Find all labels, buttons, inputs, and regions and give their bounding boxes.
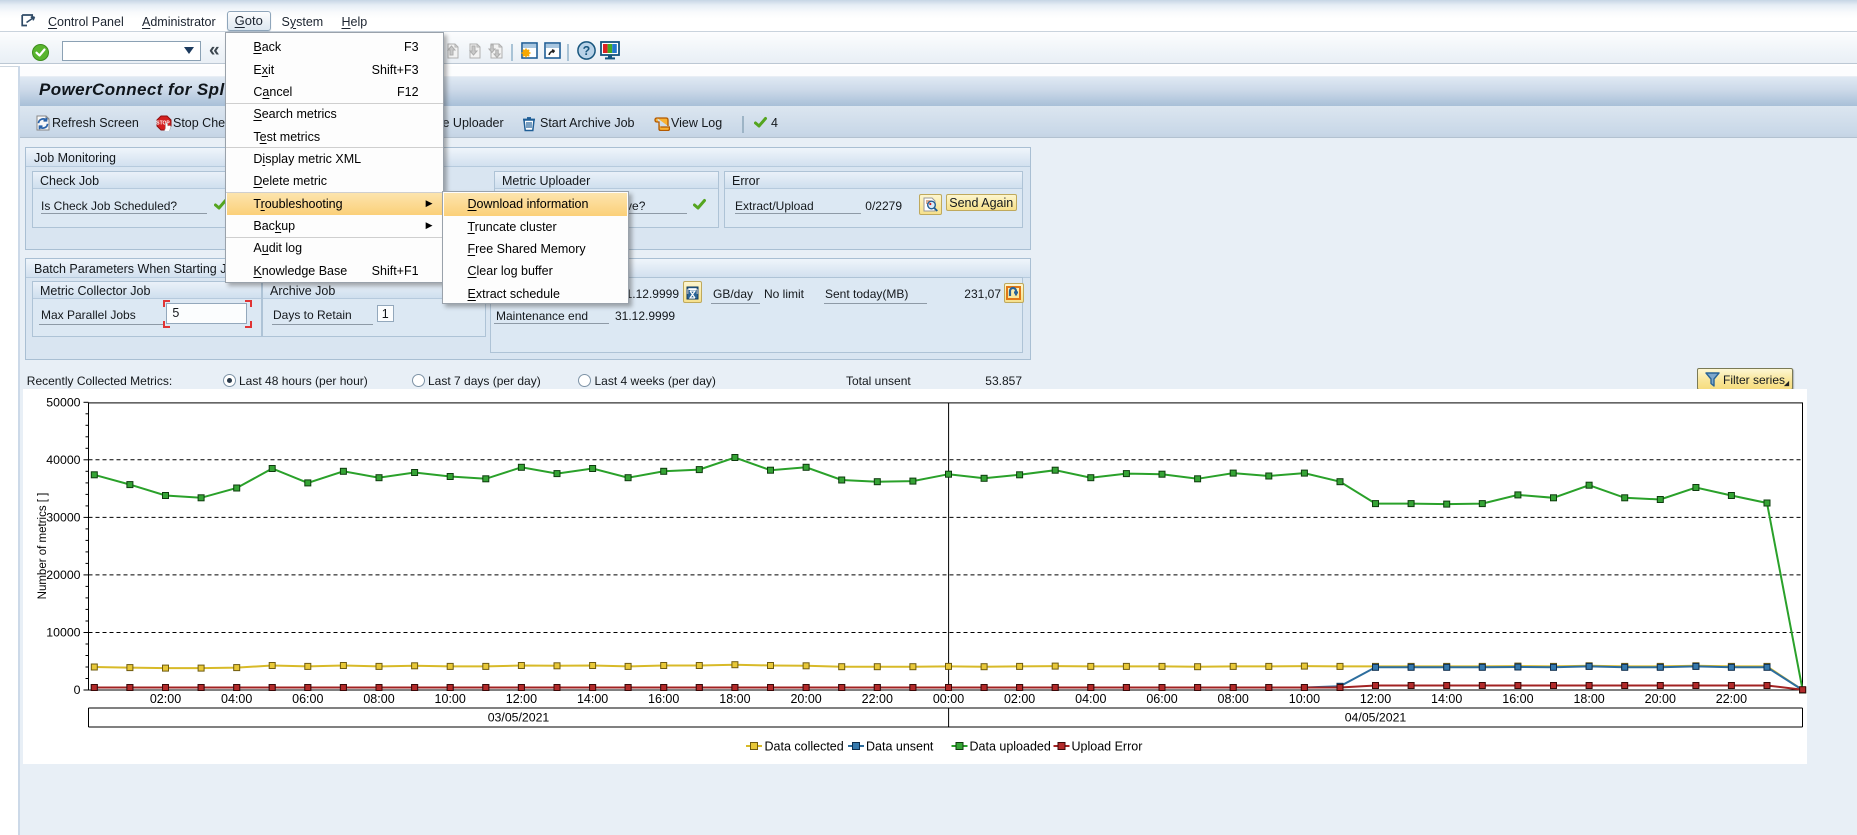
svg-text:14:00: 14:00 (577, 692, 608, 706)
svg-text:12:00: 12:00 (506, 692, 537, 706)
svg-text:22:00: 22:00 (862, 692, 893, 706)
svg-text:18:00: 18:00 (719, 692, 750, 706)
svg-text:06:00: 06:00 (1146, 692, 1177, 706)
svg-text:14:00: 14:00 (1431, 692, 1462, 706)
svg-text:08:00: 08:00 (1218, 692, 1249, 706)
svg-text:10:00: 10:00 (435, 692, 466, 706)
svg-text:20:00: 20:00 (790, 692, 821, 706)
svg-text:Data uploaded: Data uploaded (970, 740, 1051, 754)
svg-text:20:00: 20:00 (1645, 692, 1676, 706)
svg-text:04:00: 04:00 (1075, 692, 1106, 706)
svg-text:08:00: 08:00 (363, 692, 394, 706)
svg-text:30000: 30000 (46, 510, 80, 524)
svg-text:STOP: STOP (156, 121, 170, 127)
svg-text:10000: 10000 (46, 626, 80, 640)
svg-text:22:00: 22:00 (1716, 692, 1747, 706)
svg-text:50000: 50000 (46, 395, 80, 409)
svg-text:12:00: 12:00 (1360, 692, 1391, 706)
svg-text:Data collected: Data collected (765, 740, 844, 754)
svg-text:Data unsent: Data unsent (866, 740, 934, 754)
svg-text:06:00: 06:00 (292, 692, 323, 706)
svg-text:02:00: 02:00 (1004, 692, 1035, 706)
svg-text:Number of metrics [ ]: Number of metrics [ ] (37, 493, 49, 600)
svg-text:02:00: 02:00 (150, 692, 181, 706)
svg-text:0: 0 (74, 683, 81, 697)
svg-text:04/05/2021: 04/05/2021 (1345, 711, 1407, 725)
svg-text:18:00: 18:00 (1573, 692, 1604, 706)
svg-text:04:00: 04:00 (221, 692, 252, 706)
svg-text:20000: 20000 (46, 568, 80, 582)
svg-text:00:00: 00:00 (933, 692, 964, 706)
svg-text:?: ? (583, 44, 591, 58)
svg-text:03/05/2021: 03/05/2021 (488, 711, 550, 725)
svg-text:40000: 40000 (46, 453, 80, 467)
svg-text:16:00: 16:00 (648, 692, 679, 706)
svg-text:10:00: 10:00 (1289, 692, 1320, 706)
svg-text:Upload Error: Upload Error (1072, 740, 1143, 754)
svg-text:16:00: 16:00 (1502, 692, 1533, 706)
